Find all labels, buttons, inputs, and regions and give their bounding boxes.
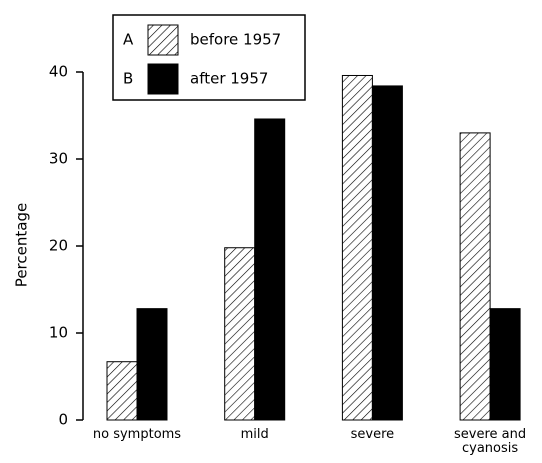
bar <box>254 118 286 421</box>
bar <box>136 308 168 421</box>
bar <box>341 74 373 421</box>
y-tick-label: 10 <box>49 324 68 342</box>
y-tick-label: 20 <box>49 237 68 255</box>
x-tick-label: severe <box>350 427 395 442</box>
legend-key: A <box>123 31 134 49</box>
x-tick-label: no symptoms <box>92 427 182 442</box>
legend-box <box>112 14 306 101</box>
bar <box>489 308 521 421</box>
x-tick-label: severe and cyanosis <box>454 427 527 456</box>
legend-label: before 1957 <box>190 31 281 49</box>
bar <box>106 361 138 421</box>
y-axis-label: Percentage <box>13 203 31 287</box>
legend-key: B <box>123 70 133 88</box>
x-tick-label: mild <box>240 427 269 442</box>
legend-swatch <box>147 63 179 95</box>
bar <box>224 247 256 421</box>
legend-label: after 1957 <box>190 70 268 88</box>
y-tick-label: 0 <box>58 411 68 429</box>
y-tick-label: 30 <box>49 150 68 168</box>
legend-swatch <box>147 24 179 56</box>
bar <box>459 132 491 421</box>
bar <box>371 85 403 421</box>
y-tick-label: 40 <box>49 63 68 81</box>
